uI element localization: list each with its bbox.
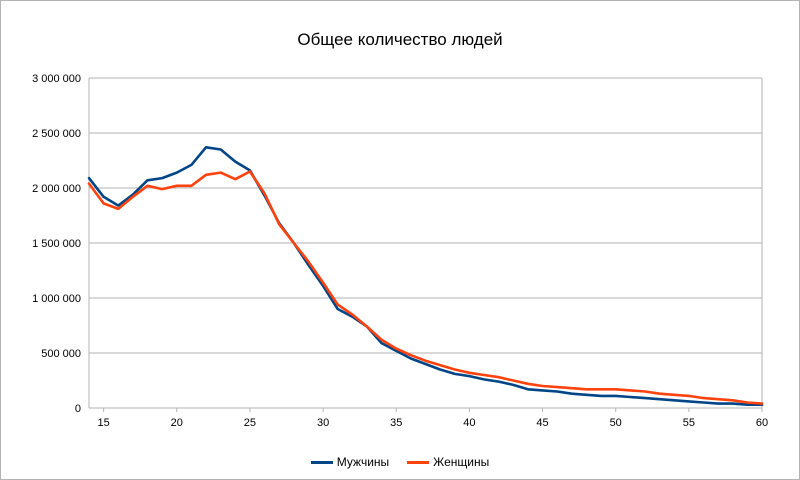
- y-tick-label: 2 500 000: [32, 128, 81, 140]
- legend-label-women: Женщины: [433, 455, 490, 469]
- x-tick-label: 50: [610, 417, 622, 429]
- y-axis-tick-labels: 0 500 000 1 000 000 1 500 000 2 000 000 2 500…: [32, 73, 81, 415]
- x-tick-label: 60: [756, 417, 768, 429]
- series-line-women: [87, 170, 764, 405]
- x-tick-label: 20: [171, 417, 183, 429]
- legend-swatch-women: [407, 460, 430, 464]
- legend: Мужчины Женщины: [0, 455, 800, 469]
- y-tick-label: 0: [75, 403, 81, 415]
- legend-item-men: Мужчины: [310, 455, 390, 469]
- series-line-men: [87, 146, 764, 407]
- x-tick-label: 25: [244, 417, 256, 429]
- x-tick-label: 15: [98, 417, 110, 429]
- chart-title: Общее количество людей: [297, 30, 503, 49]
- y-tick-label: 1 000 000: [32, 293, 81, 305]
- axes: [88, 78, 763, 412]
- y-tick-label: 500 000: [41, 348, 81, 360]
- series-lines: [87, 146, 764, 407]
- x-tick-label: 35: [390, 417, 402, 429]
- x-axis-tick-labels: 15 20 25 30 35 40 45 50 55 60: [98, 417, 769, 429]
- legend-swatch-men: [310, 460, 333, 464]
- x-tick-label: 45: [536, 417, 548, 429]
- y-tick-label: 3 000 000: [32, 73, 81, 85]
- legend-item-women: Женщины: [407, 455, 489, 469]
- x-tick-label: 40: [463, 417, 475, 429]
- x-tick-label: 30: [317, 417, 329, 429]
- y-tick-label: 2 000 000: [32, 183, 81, 195]
- legend-label-men: Мужчины: [336, 455, 390, 469]
- x-tick-label: 55: [683, 417, 695, 429]
- gridlines: [89, 77, 762, 409]
- y-tick-label: 1 500 000: [32, 238, 81, 250]
